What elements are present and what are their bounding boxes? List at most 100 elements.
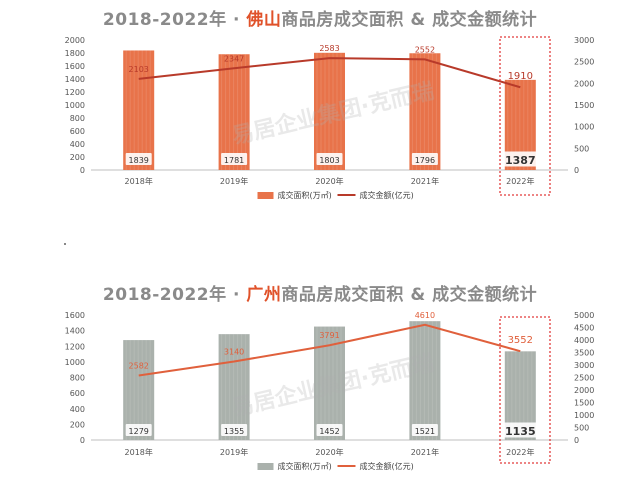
line-value-label: 3552 [508,335,533,346]
y-left-tick-label: 200 [70,153,85,162]
title-city: 广州 [246,285,282,305]
legend-bar-swatch [257,463,274,470]
bar [218,54,250,170]
y-right-tick-label: 5000 [574,311,594,320]
bar-label-box [316,424,343,436]
y-right-tick-label: 3000 [574,361,594,370]
chart-panel-foshan: 2018-2022年 · 佛山商品房成交面积 & 成交金额统计 0 200 400 6… [0,0,640,230]
bar [409,53,441,171]
x-tick-label: 2021年 [411,447,439,457]
bar-label-box [503,422,538,438]
bar-label-box [316,153,343,165]
chart-title-foshan: 2018-2022年 · 佛山商品房成交面积 & 成交金额统计 [0,5,640,30]
y-right-tick-label: 4500 [574,324,594,333]
x-tick-label: 2021年 [411,176,439,186]
x-tick-label: 2019年 [220,176,248,186]
highlight-box [499,36,551,196]
line-value-label: 3140 [224,348,244,357]
y-right-tick-label: 2500 [574,58,594,67]
y-right-tick-label: 500 [574,144,589,153]
x-tick-label: 2020年 [315,447,343,457]
bar-value-label: 1781 [224,156,244,165]
x-tick-label: 2020年 [315,176,343,186]
line-value-label: 4610 [415,311,435,320]
stray-dot [64,243,66,245]
legend: 成交面积(万㎡) 成交金额(亿元) [257,461,414,471]
y-right-tick-label: 500 [574,424,589,433]
chart-guangzhou: 0 200 400 600 800 1000 1200 1400 1600 0 500 1000 150… [65,311,595,471]
y-right-tick-label: 3000 [574,36,594,45]
chart-foshan: 0 200 400 600 800 1000 1200 1400 1600 1800 2000 0 50… [65,36,595,200]
y-right-tick-label: 2000 [574,79,594,88]
bar-value-label: 1521 [415,427,435,436]
y-left-tick-label: 1600 [65,311,85,320]
bar-label-box [411,153,438,165]
y-right-tick-label: 1000 [574,123,594,132]
bar-label-box [125,424,152,436]
bar [409,321,441,440]
title-prefix: 2018-2022年 · [102,285,247,305]
bar-value-label: 1452 [319,427,339,436]
bar-value-label: 1135 [505,425,536,438]
line-value-label: 2103 [129,65,149,74]
y-left-tick-label: 800 [70,374,85,383]
y-left-tick-label: 400 [70,140,85,149]
legend-line-label: 成交金额(亿元) [360,190,414,200]
title-city: 佛山 [246,10,282,30]
bar-label-box [411,424,438,436]
y-right-tick-label: 0 [574,166,579,175]
y-right-tick-label: 1500 [574,399,594,408]
y-right-tick-label: 2000 [574,386,594,395]
bar-value-label: 1839 [129,156,149,165]
line-value-label: 3791 [319,331,339,340]
legend-bar-label: 成交面积(万㎡) [278,461,332,471]
x-tick-label: 2018年 [125,447,153,457]
legend-bar-label: 成交面积(万㎡) [278,190,332,200]
chart-panel-guangzhou: 2018-2022年 · 广州商品房成交面积 & 成交金额统计 0 200 400 6… [0,260,640,484]
y-right-tick-label: 3500 [574,349,594,358]
y-left-tick-label: 1800 [65,49,85,58]
y-left-tick-label: 1200 [65,342,85,351]
y-right-tick-label: 0 [574,436,579,445]
line-value-label: 2552 [415,45,435,54]
bar-label-box [125,153,152,165]
y-left-tick-label: 200 [70,420,85,429]
x-tick-label: 2018年 [125,176,153,186]
x-tick-label: 2019年 [220,447,248,457]
y-left-tick-label: 600 [70,127,85,136]
x-tick-label: 2022年 [506,176,534,186]
bar [123,50,155,171]
y-left-tick-label: 2000 [65,36,85,45]
line-value-label: 2583 [319,44,339,53]
bar [314,52,345,170]
legend-line-label: 成交金额(亿元) [360,461,414,471]
bar-value-label: 1387 [505,154,536,167]
line-value-label: 2347 [224,54,244,63]
bar-value-label: 1279 [129,427,149,436]
bar-value-label: 1796 [415,156,435,165]
y-left-tick-label: 800 [70,114,85,123]
bar-value-label: 1355 [224,427,244,436]
y-left-tick-label: 1600 [65,62,85,71]
legend-bar-swatch [257,192,274,199]
y-left-tick-label: 0 [80,436,85,445]
bar-label-box [503,151,538,167]
title-suffix: 商品房成交面积 & 成交金额统计 [281,285,538,305]
y-left-tick-label: 1000 [65,101,85,110]
y-left-tick-label: 1400 [65,327,85,336]
chart-title-guangzhou: 2018-2022年 · 广州商品房成交面积 & 成交金额统计 [0,280,640,305]
y-right-tick-label: 1000 [574,411,594,420]
x-tick-label: 2022年 [506,447,534,457]
bar-label-box [221,153,248,165]
y-left-tick-label: 1000 [65,358,85,367]
y-left-tick-label: 400 [70,405,85,414]
bar [218,334,250,440]
line-value-label: 1910 [508,71,533,82]
bar-value-label: 1803 [319,156,339,165]
y-left-tick-label: 600 [70,389,85,398]
bar-label-box [221,424,248,436]
y-right-tick-label: 4000 [574,336,594,345]
y-left-tick-label: 1200 [65,88,85,97]
y-right-tick-label: 2500 [574,374,594,383]
line-series [138,323,521,377]
